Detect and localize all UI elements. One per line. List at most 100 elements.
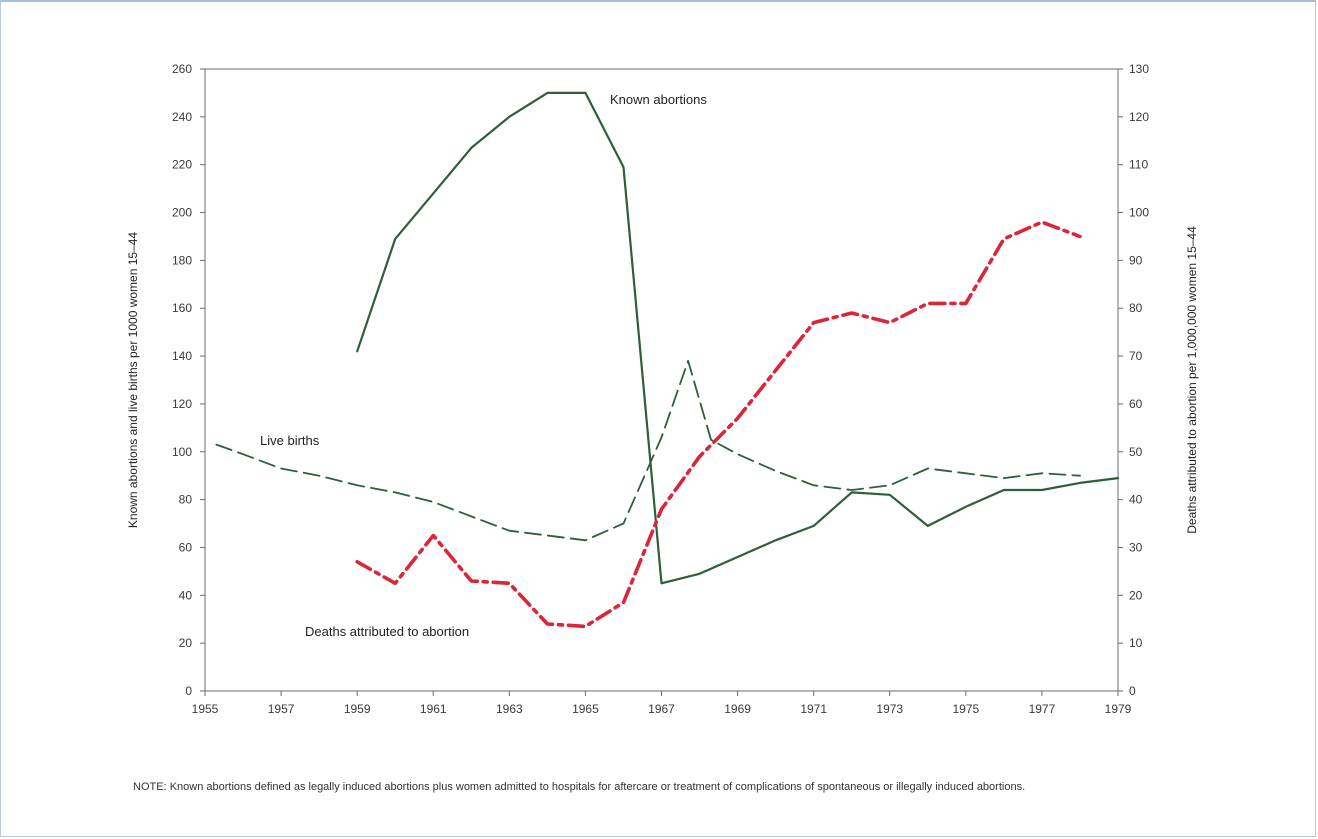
data-point-live-births bbox=[774, 470, 776, 472]
data-point-live-births bbox=[889, 484, 891, 486]
data-point-known-abortions bbox=[546, 92, 548, 94]
data-point-live-births bbox=[1041, 472, 1043, 474]
y-axis-right-label: Deaths attributed to abortion per 1,000,… bbox=[1185, 226, 1199, 534]
x-tick-label: 1979 bbox=[1105, 702, 1132, 716]
series-label-known-abortions: Known abortions bbox=[610, 92, 707, 107]
data-point-known-abortions bbox=[470, 147, 472, 149]
x-tick-label: 1959 bbox=[344, 702, 371, 716]
y-left-tick-label: 180 bbox=[172, 253, 192, 267]
data-point-known-abortions bbox=[1041, 489, 1043, 491]
data-point-deaths-attributed-to-abortion bbox=[927, 302, 929, 304]
data-point-deaths-attributed-to-abortion bbox=[622, 601, 624, 603]
data-point-deaths-attributed-to-abortion bbox=[965, 302, 967, 304]
data-point-live-births bbox=[280, 467, 282, 469]
data-point-live-births bbox=[710, 439, 712, 441]
data-point-known-abortions bbox=[356, 350, 358, 352]
data-point-known-abortions bbox=[508, 116, 510, 118]
y-left-tick-label: 140 bbox=[172, 349, 192, 363]
data-point-live-births bbox=[318, 475, 320, 477]
x-tick-label: 1955 bbox=[192, 702, 219, 716]
data-point-known-abortions bbox=[432, 192, 434, 194]
data-point-known-abortions bbox=[660, 582, 662, 584]
data-point-deaths-attributed-to-abortion bbox=[736, 417, 738, 419]
y-left-tick-label: 260 bbox=[172, 62, 192, 76]
y-right-tick-label: 120 bbox=[1129, 110, 1149, 124]
series-label-live-births: Live births bbox=[260, 433, 320, 448]
y-right-tick-label: 20 bbox=[1129, 588, 1143, 602]
data-point-live-births bbox=[356, 484, 358, 486]
data-point-deaths-attributed-to-abortion bbox=[774, 369, 776, 371]
series-line-known-abortions bbox=[356, 91, 1120, 585]
data-point-live-births bbox=[1079, 475, 1081, 477]
series-label-deaths: Deaths attributed to abortion bbox=[305, 624, 469, 639]
data-point-live-births bbox=[394, 491, 396, 493]
y-right-tick-label: 10 bbox=[1129, 636, 1143, 650]
data-point-live-births bbox=[687, 360, 689, 362]
y-left-tick-label: 120 bbox=[172, 397, 192, 411]
data-point-known-abortions bbox=[851, 491, 853, 493]
data-point-live-births bbox=[215, 443, 217, 445]
y-right-tick-label: 30 bbox=[1129, 540, 1143, 554]
chart-marks bbox=[215, 91, 1120, 629]
note-label: NOTE: bbox=[133, 781, 167, 793]
data-point-live-births bbox=[242, 453, 244, 455]
data-point-deaths-attributed-to-abortion bbox=[546, 623, 548, 625]
y-right-tick-label: 130 bbox=[1129, 62, 1149, 76]
data-point-known-abortions bbox=[1003, 489, 1005, 491]
data-point-live-births bbox=[851, 489, 853, 491]
data-point-live-births bbox=[1003, 477, 1005, 479]
data-point-known-abortions bbox=[1079, 482, 1081, 484]
x-tick-label: 1963 bbox=[496, 702, 523, 716]
data-point-known-abortions bbox=[698, 573, 700, 575]
y-axis-left-label: Known abortions and live births per 1000… bbox=[126, 232, 140, 529]
y-left-tick-label: 20 bbox=[179, 636, 193, 650]
x-tick-label: 1973 bbox=[876, 702, 903, 716]
x-tick-label: 1967 bbox=[648, 702, 675, 716]
data-point-deaths-attributed-to-abortion bbox=[698, 455, 700, 457]
y-left-tick-label: 80 bbox=[179, 493, 193, 507]
data-point-deaths-attributed-to-abortion bbox=[394, 582, 396, 584]
y-right-tick-label: 0 bbox=[1129, 684, 1136, 698]
y-left-tick-label: 60 bbox=[179, 540, 193, 554]
data-point-known-abortions bbox=[584, 92, 586, 94]
data-point-live-births bbox=[546, 534, 548, 536]
series-line-deaths-attributed-to-abortion bbox=[355, 220, 1082, 629]
data-point-live-births bbox=[470, 515, 472, 517]
data-point-deaths-attributed-to-abortion bbox=[432, 534, 434, 536]
data-point-live-births bbox=[622, 522, 624, 524]
y-left-tick-label: 40 bbox=[179, 588, 193, 602]
data-point-deaths-attributed-to-abortion bbox=[1041, 221, 1043, 223]
x-tick-label: 1969 bbox=[724, 702, 751, 716]
data-point-live-births bbox=[584, 539, 586, 541]
data-point-known-abortions bbox=[1117, 477, 1119, 479]
x-tick-label: 1965 bbox=[572, 702, 599, 716]
data-point-known-abortions bbox=[813, 525, 815, 527]
data-point-live-births bbox=[927, 467, 929, 469]
data-point-deaths-attributed-to-abortion bbox=[470, 580, 472, 582]
data-point-deaths-attributed-to-abortion bbox=[1003, 238, 1005, 240]
data-point-known-abortions bbox=[622, 166, 624, 168]
data-point-deaths-attributed-to-abortion bbox=[851, 312, 853, 314]
y-left-tick-label: 240 bbox=[172, 110, 192, 124]
x-tick-label: 1957 bbox=[268, 702, 295, 716]
data-point-deaths-attributed-to-abortion bbox=[889, 321, 891, 323]
data-point-live-births bbox=[432, 501, 434, 503]
series-line-live-births bbox=[215, 359, 1081, 542]
data-point-live-births bbox=[508, 530, 510, 532]
y-right-tick-label: 80 bbox=[1129, 301, 1143, 315]
x-tick-label: 1977 bbox=[1029, 702, 1056, 716]
y-right-tick-label: 50 bbox=[1129, 445, 1143, 459]
y-right-tick-label: 110 bbox=[1129, 158, 1148, 172]
note-text: Known abortions defined as legally induc… bbox=[169, 781, 1026, 793]
y-right-tick-label: 100 bbox=[1129, 206, 1149, 220]
data-point-known-abortions bbox=[736, 556, 738, 558]
data-point-live-births bbox=[813, 484, 815, 486]
y-left-tick-label: 160 bbox=[172, 301, 192, 315]
plot-frame bbox=[204, 68, 1119, 692]
data-point-deaths-attributed-to-abortion bbox=[1079, 235, 1081, 237]
y-right-tick-label: 70 bbox=[1129, 349, 1143, 363]
data-point-deaths-attributed-to-abortion bbox=[508, 582, 510, 584]
data-point-known-abortions bbox=[774, 539, 776, 541]
y-left-tick-label: 220 bbox=[172, 158, 192, 172]
